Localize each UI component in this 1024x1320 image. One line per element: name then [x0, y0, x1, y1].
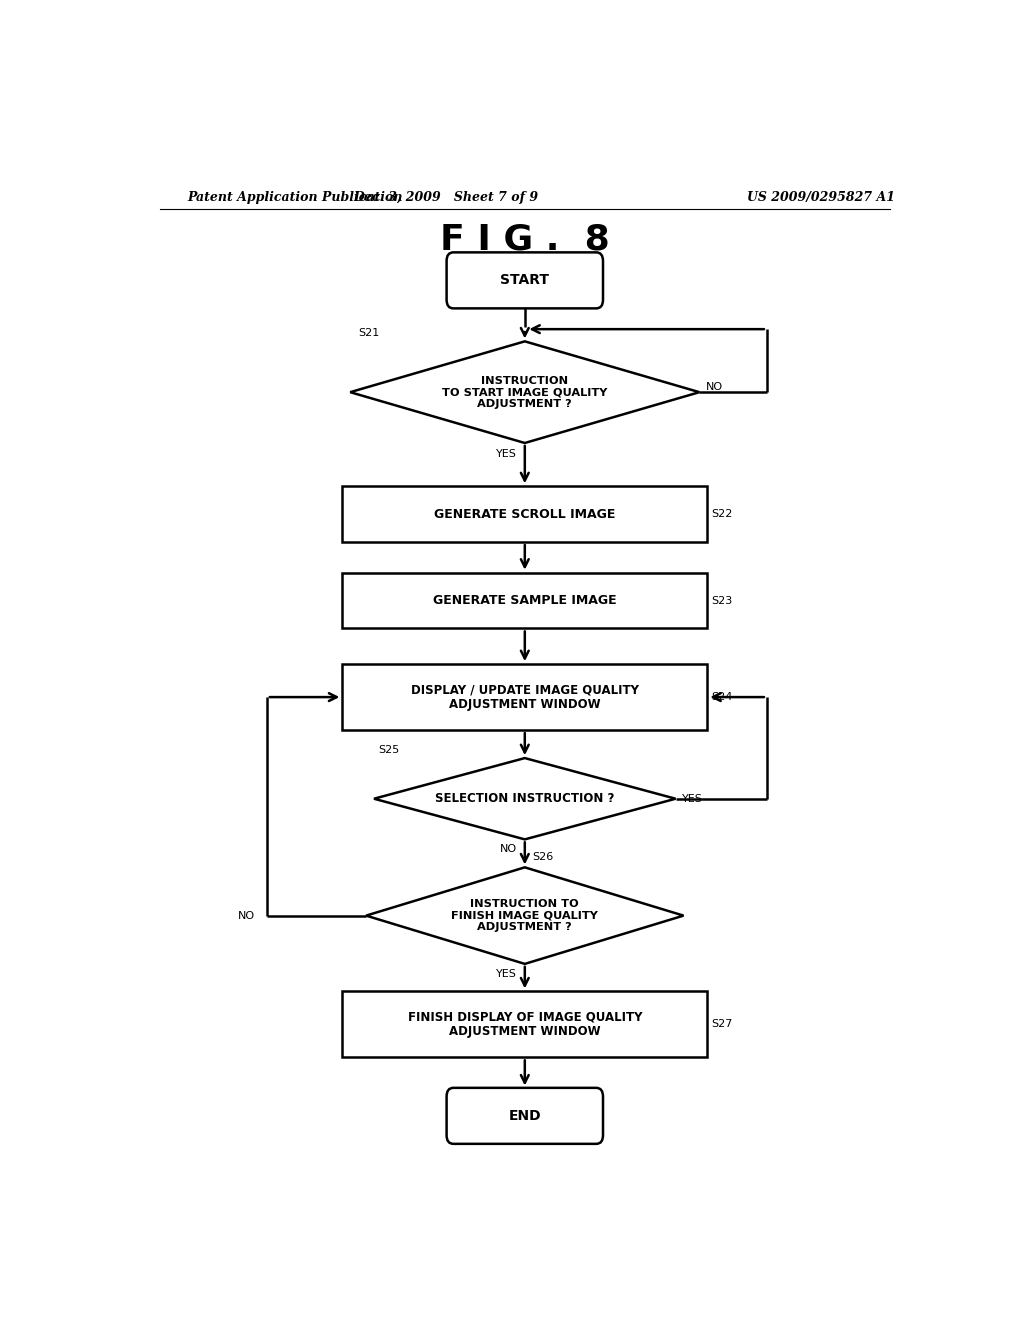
FancyBboxPatch shape [446, 252, 603, 309]
Text: START: START [501, 273, 549, 288]
Text: GENERATE SAMPLE IMAGE: GENERATE SAMPLE IMAGE [433, 594, 616, 607]
Bar [342, 573, 708, 628]
Text: S21: S21 [358, 329, 380, 338]
Bar [342, 664, 708, 730]
Text: DISPLAY / UPDATE IMAGE QUALITY
ADJUSTMENT WINDOW: DISPLAY / UPDATE IMAGE QUALITY ADJUSTMEN… [411, 682, 639, 711]
Text: US 2009/0295827 A1: US 2009/0295827 A1 [748, 190, 895, 203]
Text: Dec. 3, 2009   Sheet 7 of 9: Dec. 3, 2009 Sheet 7 of 9 [353, 190, 538, 203]
Text: Patent Application Publication: Patent Application Publication [187, 190, 403, 203]
Text: YES: YES [496, 969, 517, 979]
Text: INSTRUCTION TO
FINISH IMAGE QUALITY
ADJUSTMENT ?: INSTRUCTION TO FINISH IMAGE QUALITY ADJU… [452, 899, 598, 932]
Text: FINISH DISPLAY OF IMAGE QUALITY
ADJUSTMENT WINDOW: FINISH DISPLAY OF IMAGE QUALITY ADJUSTME… [408, 1010, 642, 1039]
Text: S23: S23 [712, 595, 732, 606]
Text: S27: S27 [712, 1019, 732, 1030]
Text: S24: S24 [712, 692, 732, 702]
FancyBboxPatch shape [446, 1088, 603, 1144]
Text: SELECTION INSTRUCTION ?: SELECTION INSTRUCTION ? [435, 792, 614, 805]
Text: S22: S22 [712, 510, 732, 519]
Bar [342, 486, 708, 543]
Text: INSTRUCTION
TO START IMAGE QUALITY
ADJUSTMENT ?: INSTRUCTION TO START IMAGE QUALITY ADJUS… [442, 376, 607, 409]
Polygon shape [350, 342, 699, 444]
Text: YES: YES [682, 793, 702, 804]
Text: S25: S25 [378, 744, 399, 755]
Text: GENERATE SCROLL IMAGE: GENERATE SCROLL IMAGE [434, 508, 615, 520]
Text: END: END [509, 1109, 541, 1123]
Bar [342, 991, 708, 1057]
Text: NO: NO [238, 911, 255, 920]
Text: NO: NO [500, 845, 517, 854]
Text: NO: NO [706, 381, 723, 392]
Polygon shape [374, 758, 676, 840]
Polygon shape [367, 867, 684, 964]
Text: F I G .  8: F I G . 8 [440, 223, 609, 256]
Text: S26: S26 [532, 853, 554, 862]
Text: YES: YES [496, 449, 517, 459]
